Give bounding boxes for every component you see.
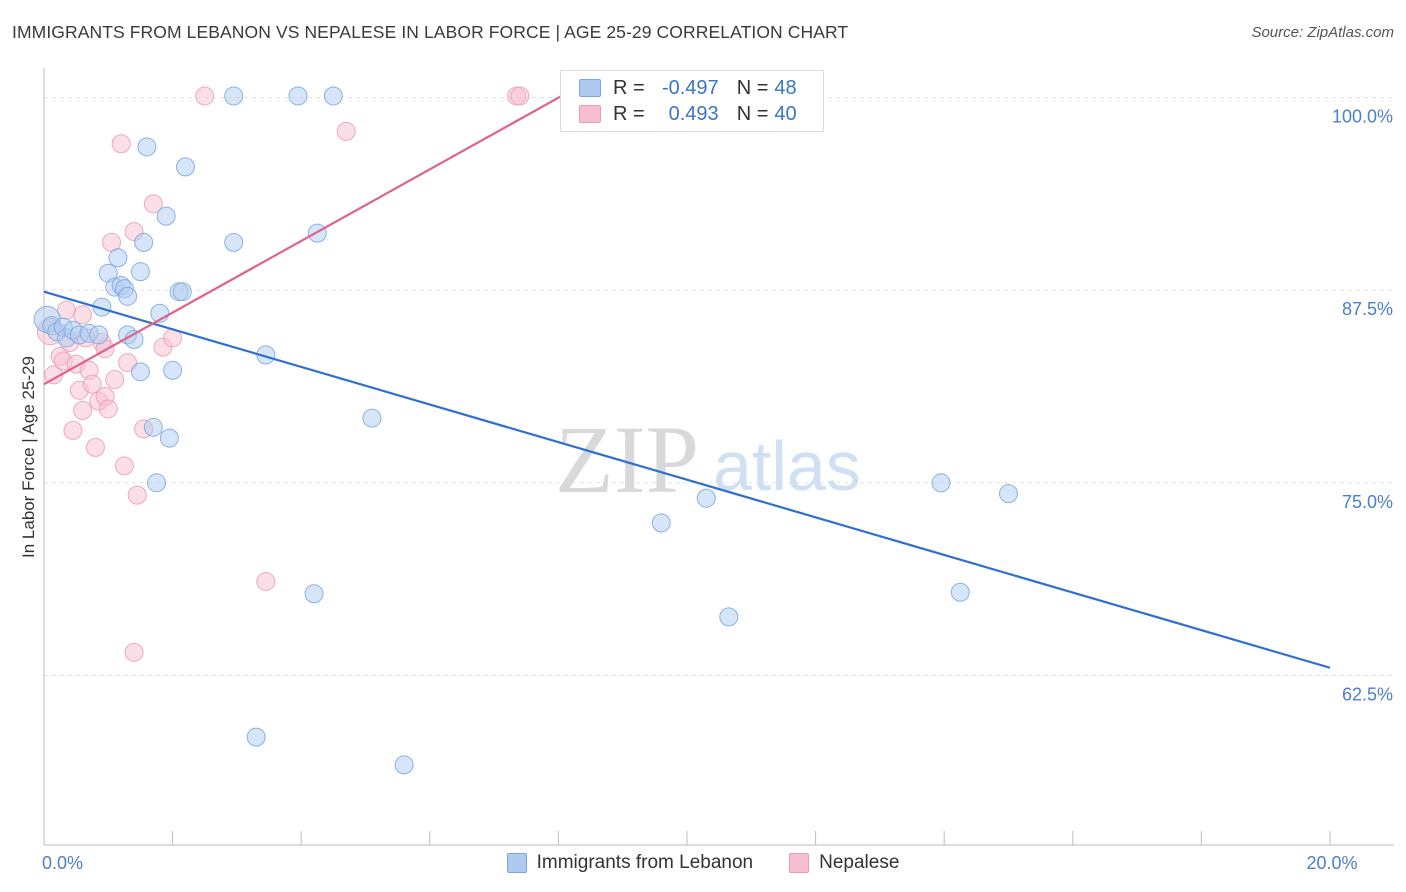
point-nepalese	[256, 571, 276, 591]
watermark-atlas: atlas	[713, 427, 861, 505]
point-lebanon	[246, 727, 266, 747]
point-lebanon	[137, 137, 157, 157]
trend-line-nepalese	[43, 94, 563, 386]
legend-swatch-nepalese	[579, 105, 601, 123]
point-lebanon	[134, 232, 154, 252]
y-tick-label: 62.5%	[1342, 684, 1393, 704]
y-axis-label: In Labor Force | Age 25-29	[19, 356, 38, 558]
point-nepalese	[73, 305, 93, 325]
series-nepalese-points	[36, 86, 530, 662]
legend-swatch-nepalese	[789, 853, 810, 873]
legend-row-lebanon: R = -0.497 N = 48	[561, 75, 797, 101]
point-nepalese	[127, 485, 147, 505]
point-lebanon	[163, 360, 183, 380]
point-lebanon	[108, 248, 128, 268]
point-lebanon	[950, 582, 970, 602]
point-lebanon	[288, 86, 308, 106]
point-nepalese	[510, 86, 530, 106]
point-nepalese	[195, 86, 215, 106]
point-lebanon	[118, 286, 138, 306]
point-nepalese	[98, 399, 118, 419]
legend-r-value: -0.497	[661, 76, 719, 99]
point-lebanon	[224, 232, 244, 252]
point-lebanon	[304, 584, 324, 604]
legend-item-lebanon[interactable]: Immigrants from Lebanon	[506, 852, 754, 874]
series-legend: Immigrants from Lebanon Nepalese	[0, 852, 1406, 874]
legend-row-nepalese: R = 0.493 N = 40	[561, 101, 797, 127]
point-nepalese	[85, 437, 105, 457]
legend-swatch-lebanon	[579, 79, 601, 97]
legend-r-value: 0.493	[668, 102, 719, 125]
point-nepalese	[114, 456, 134, 476]
x-tick-label: 20.0%	[1306, 853, 1357, 873]
x-tick-label: 0.0%	[42, 853, 83, 873]
correlation-legend: R = -0.497 N = 48 R = 0.493 N = 40	[560, 70, 824, 132]
watermark-zip: ZIP	[555, 406, 699, 513]
point-nepalese	[143, 194, 163, 214]
chart-title: IMMIGRANTS FROM LEBANON VS NEPALESE IN L…	[12, 22, 849, 42]
gridlines	[44, 96, 1394, 676]
point-nepalese	[336, 121, 356, 141]
watermark: ZIP atlas	[555, 406, 861, 513]
point-nepalese	[111, 134, 131, 154]
point-nepalese	[82, 374, 102, 394]
legend-n-value: 40	[774, 102, 797, 125]
point-nepalese	[118, 353, 138, 373]
point-lebanon	[224, 86, 244, 106]
point-lebanon	[172, 282, 192, 302]
point-lebanon	[931, 473, 951, 493]
point-lebanon	[130, 362, 150, 382]
point-lebanon	[89, 325, 109, 345]
point-lebanon	[147, 473, 167, 493]
point-lebanon	[394, 755, 414, 775]
y-tick-label: 100.0%	[1332, 106, 1393, 126]
legend-item-nepalese[interactable]: Nepalese	[789, 852, 899, 874]
legend-label-nepalese: Nepalese	[819, 852, 900, 873]
legend-n-label: N =	[736, 76, 769, 99]
point-nepalese	[105, 370, 125, 390]
legend-swatch-lebanon	[506, 853, 527, 873]
legend-n-value: 48	[774, 76, 797, 99]
legend-r-label: R =	[613, 102, 645, 125]
legend-r-label: R =	[613, 76, 645, 99]
point-lebanon	[175, 157, 195, 177]
point-lebanon	[696, 488, 716, 508]
y-tick-label: 87.5%	[1342, 299, 1393, 319]
point-lebanon	[362, 408, 382, 428]
legend-n-label: N =	[736, 102, 769, 125]
trend-line-lebanon	[43, 290, 1331, 669]
point-lebanon	[719, 607, 739, 627]
point-lebanon	[651, 513, 671, 533]
point-lebanon	[130, 262, 150, 282]
source-label: Source: ZipAtlas.com	[1251, 24, 1394, 41]
point-nepalese	[63, 420, 83, 440]
point-lebanon	[156, 206, 176, 226]
point-nepalese	[124, 642, 144, 662]
legend-label-lebanon: Immigrants from Lebanon	[536, 852, 754, 873]
trend-lines	[43, 94, 1331, 669]
point-nepalese	[73, 400, 93, 420]
y-tick-label: 75.0%	[1342, 492, 1393, 512]
point-lebanon	[159, 428, 179, 448]
series-lebanon-points	[33, 86, 1018, 775]
point-lebanon	[323, 86, 343, 106]
point-lebanon	[143, 417, 163, 437]
axes	[43, 68, 1394, 846]
point-lebanon	[999, 484, 1018, 504]
tick-labels: 100.0% 87.5% 75.0% 62.5% 0.0% 20.0%	[42, 106, 1393, 873]
